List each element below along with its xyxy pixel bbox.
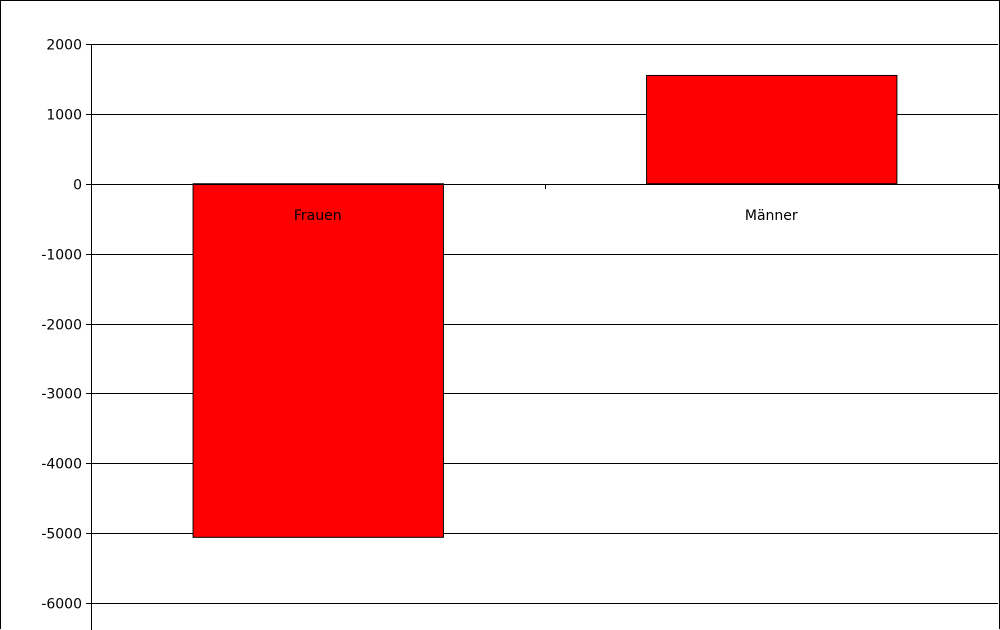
y-tick-label: -2000 (41, 318, 82, 334)
y-tick-label: 1000 (46, 108, 82, 124)
y-tick-label: -3000 (41, 387, 82, 403)
bar-0 (192, 183, 444, 538)
category-label: Frauen (294, 208, 342, 224)
y-tick-label: -1000 (41, 248, 82, 264)
labels: 2000 1000 0 -1000 -2000 -3000 -4000 -5000 -6000 F… (41, 38, 798, 613)
y-tick-label: 2000 (46, 38, 82, 54)
bar-1 (646, 74, 898, 185)
bars (192, 74, 898, 538)
y-tick-label: -5000 (41, 527, 82, 543)
y-tick-label: 0 (73, 178, 82, 194)
axes (86, 44, 999, 630)
y-tick-label: -6000 (41, 597, 82, 613)
y-tick-label: -4000 (41, 457, 82, 473)
category-label: Männer (745, 208, 798, 224)
